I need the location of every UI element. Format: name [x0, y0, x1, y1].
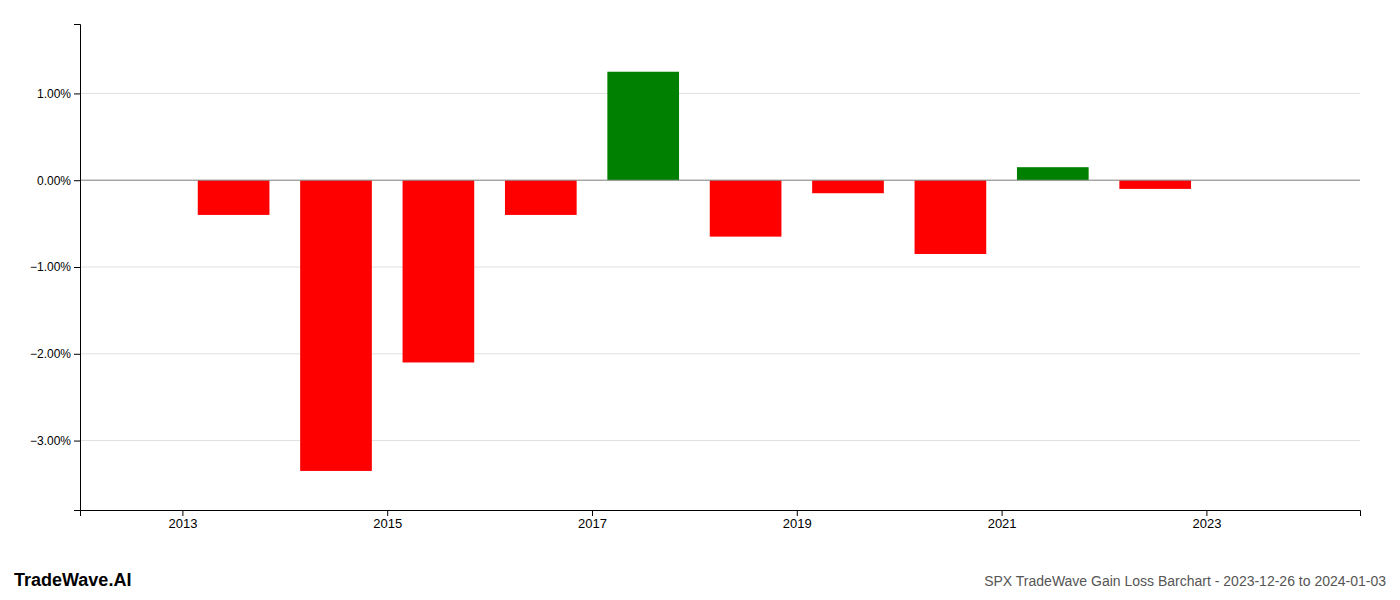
bar	[300, 180, 372, 471]
y-tick-label: −1.00%	[30, 260, 71, 274]
watermark: TradeWave.AI	[14, 570, 131, 590]
x-tick-mark	[592, 510, 593, 516]
y-tick-mark	[74, 93, 80, 94]
y-tick: −2.00%	[30, 347, 80, 361]
x-tick-label: 2015	[373, 516, 402, 531]
bar	[812, 180, 884, 193]
y-tick: 1.00%	[37, 87, 80, 101]
x-tick-mark	[182, 510, 183, 516]
bar	[403, 180, 475, 362]
y-tick-mark	[74, 180, 80, 181]
y-tick-label: −2.00%	[30, 347, 71, 361]
x-axis: 2013 2015 2017 2019 2021 2023	[81, 510, 1361, 531]
bar	[198, 180, 270, 215]
y-tick-mark	[74, 441, 80, 442]
x-tick: 2013	[168, 510, 197, 531]
zero-line	[80, 180, 1360, 181]
y-axis: −3.00% −2.00% −1.00% 0.00% 1.00%	[30, 25, 81, 511]
y-tick: −1.00%	[30, 260, 80, 274]
x-tick: 2023	[1192, 510, 1221, 531]
x-tick-label: 2013	[168, 516, 197, 531]
x-tick-label: 2023	[1192, 516, 1221, 531]
x-tick-label: 2017	[578, 516, 607, 531]
y-tick-label: 1.00%	[37, 87, 71, 101]
x-tick-mark	[797, 510, 798, 516]
x-tick-label: 2019	[783, 516, 812, 531]
x-tick-mark	[1206, 510, 1207, 516]
bar	[1119, 180, 1191, 189]
x-tick-mark	[387, 510, 388, 516]
y-tick-label: −3.00%	[30, 434, 71, 448]
y-tick: 0.00%	[37, 174, 80, 188]
bar	[1017, 167, 1089, 180]
y-tick-mark	[74, 267, 80, 268]
grid-line	[80, 267, 1360, 268]
bars	[198, 72, 1191, 471]
y-axis-line	[74, 25, 81, 511]
grid-line	[80, 180, 1360, 181]
plot: −3.00% −2.00% −1.00% 0.00% 1.00% 2013 2015 2017…	[30, 25, 1361, 532]
x-tick: 2015	[373, 510, 402, 531]
grid-line	[80, 93, 1360, 94]
bar	[505, 180, 577, 215]
bar	[607, 72, 679, 180]
x-axis-line	[81, 511, 1361, 517]
chart: −3.00% −2.00% −1.00% 0.00% 1.00% 2013 2015 2017…	[0, 0, 1400, 600]
x-tick-mark	[1002, 510, 1003, 516]
x-tick: 2019	[783, 510, 812, 531]
y-tick: −3.00%	[30, 434, 80, 448]
title: SPX TradeWave Gain Loss Barchart - 2023-…	[984, 573, 1386, 589]
y-tick-label: 0.00%	[37, 174, 71, 188]
bar	[710, 180, 782, 236]
y-tick-mark	[74, 354, 80, 355]
x-tick: 2017	[578, 510, 607, 531]
bar	[915, 180, 987, 254]
grid	[80, 93, 1360, 440]
x-tick-label: 2021	[988, 516, 1017, 531]
grid-line	[80, 440, 1360, 441]
grid-line	[80, 353, 1360, 354]
x-tick: 2021	[988, 510, 1017, 531]
